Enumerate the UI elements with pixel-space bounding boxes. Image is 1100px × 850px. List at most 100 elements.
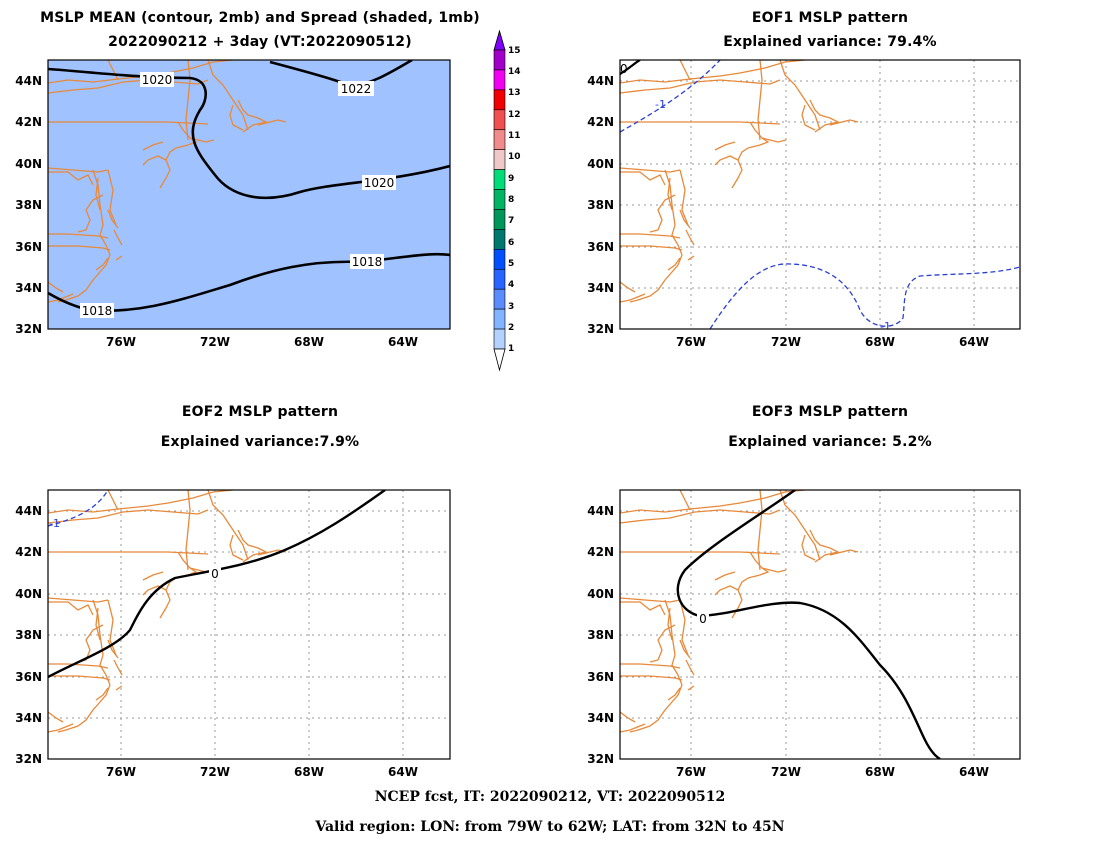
- lon-label: 72W: [200, 335, 230, 349]
- lon-label: 64W: [388, 335, 418, 349]
- lat-label: 40N: [15, 157, 42, 171]
- lon-label: 72W: [200, 765, 230, 779]
- eof2-panel: -1 0: [47, 489, 451, 760]
- eof3-contours: [676, 490, 941, 759]
- lon-label: 64W: [959, 765, 989, 779]
- lon-label: 76W: [676, 335, 706, 349]
- eof3-lon-labels: 76W 72W 68W 64W: [676, 765, 989, 779]
- colorbar-cell: [493, 89, 506, 111]
- eof1-variance: Explained variance: 79.4%: [723, 34, 937, 50]
- colorbar-cell: [493, 288, 506, 310]
- colorbar-cell: [493, 229, 506, 250]
- lat-label: 34N: [15, 281, 42, 295]
- eof3-lat-labels: 44N 42N 40N 38N 36N 34N 32N: [587, 504, 614, 766]
- colorbar-label: 8: [508, 195, 514, 205]
- lat-label: 44N: [15, 504, 42, 518]
- colorbar-label: 7: [508, 216, 514, 226]
- lat-label: 32N: [15, 322, 42, 336]
- eof2-contour-label: 0: [211, 567, 219, 581]
- colorbar-label: 15: [508, 46, 521, 56]
- lat-label: 36N: [587, 240, 614, 254]
- mean-contour-label: 1020: [364, 176, 395, 190]
- eof3-frame: [619, 489, 1021, 760]
- colorbar-label: 14: [508, 67, 521, 77]
- eof1-coastline: [620, 60, 859, 303]
- lat-label: 44N: [15, 74, 42, 88]
- colorbar-cell: [493, 308, 506, 330]
- lat-label: 36N: [587, 670, 614, 684]
- lat-label: 44N: [587, 74, 614, 88]
- spread-colorbar: 15 14 13 12 11 10 9 8 7 6 5 4 3 2 1: [493, 29, 521, 372]
- eof2-variance: Explained variance:7.9%: [160, 434, 360, 450]
- eof2-lon-labels: 76W 72W 68W 64W: [106, 765, 418, 779]
- colorbar-label: 4: [508, 280, 514, 290]
- lat-label: 36N: [15, 240, 42, 254]
- lat-label: 38N: [587, 198, 614, 212]
- colorbar-cell: [493, 109, 506, 131]
- eof2-lat-labels: 44N 42N 40N 38N 36N 34N 32N: [15, 504, 42, 766]
- lat-label: 32N: [587, 752, 614, 766]
- lon-label: 68W: [294, 335, 324, 349]
- lon-label: 68W: [294, 765, 324, 779]
- mean-contour-label: 1018: [82, 304, 113, 318]
- lat-label: 32N: [587, 322, 614, 336]
- eof2-gridlines: [48, 490, 450, 759]
- eof2-contours: [48, 490, 386, 679]
- lat-label: 38N: [587, 628, 614, 642]
- mean-contour-label: 1022: [341, 82, 372, 96]
- lon-label: 72W: [771, 765, 801, 779]
- colorbar-label: 6: [508, 238, 514, 248]
- lat-label: 42N: [587, 545, 614, 559]
- colorbar-cell: [493, 169, 506, 190]
- eof1-contours: [620, 60, 1020, 329]
- lat-label: 38N: [15, 198, 42, 212]
- eof2-contour-label: -1: [49, 517, 60, 530]
- eof1-title: EOF1 MSLP pattern: [751, 10, 909, 26]
- lon-label: 68W: [865, 765, 895, 779]
- mean-contour-label: 1020: [142, 73, 173, 87]
- eof3-title: EOF3 MSLP pattern: [751, 404, 909, 420]
- colorbar-label: 2: [508, 323, 514, 333]
- colorbar-labels: 15 14 13 12 11 10 9 8 7 6 5 4 3 2 1: [508, 46, 521, 354]
- colorbar-label: 13: [508, 88, 521, 98]
- colorbar-label: 1: [508, 344, 514, 354]
- lat-label: 42N: [587, 115, 614, 129]
- eof2-frame: [47, 489, 451, 760]
- colorbar-cell: [493, 129, 506, 150]
- colorbar-label: 5: [508, 259, 514, 269]
- colorbar-label: 3: [508, 302, 514, 312]
- eof3-contour-labels: 0: [697, 611, 709, 626]
- eof2-title: EOF2 MSLP pattern: [181, 404, 339, 420]
- eof2-coastline: [48, 490, 287, 733]
- lat-label: 40N: [587, 157, 614, 171]
- mean-map-fill: [48, 60, 450, 329]
- lon-label: 64W: [388, 765, 418, 779]
- colorbar-label: 12: [508, 110, 521, 120]
- lon-label: 68W: [865, 335, 895, 349]
- lat-label: 40N: [15, 587, 42, 601]
- eof1-contour-labels: 0 -1 -1: [620, 62, 891, 329]
- lat-label: 36N: [15, 670, 42, 684]
- lat-label: 38N: [15, 628, 42, 642]
- lat-label: 34N: [587, 281, 614, 295]
- colorbar-cell: [493, 189, 506, 210]
- mean-lat-labels: 44N 42N 40N 38N 36N 34N 32N: [15, 74, 42, 336]
- mean-title-line1: MSLP MEAN (contour, 2mb) and Spread (sha…: [40, 10, 480, 26]
- lat-label: 44N: [587, 504, 614, 518]
- colorbar-label: 10: [508, 152, 521, 162]
- lat-label: 34N: [15, 711, 42, 725]
- colorbar-cell: [493, 268, 506, 290]
- eof3-contour-label: 0: [699, 612, 707, 626]
- footer-forecast-info: NCEP fcst, IT: 2022090212, VT: 202209051…: [374, 789, 726, 805]
- colorbar-cell: [493, 69, 506, 91]
- lon-label: 72W: [771, 335, 801, 349]
- mean-lon-labels: 76W 72W 68W 64W: [106, 335, 418, 349]
- colorbar-label: 9: [508, 174, 514, 184]
- lon-label: 64W: [959, 335, 989, 349]
- colorbar-cell: [493, 328, 506, 350]
- mean-contour-labels: 1020 1022 1020 1018 1018: [80, 72, 396, 318]
- colorbar-cells: [493, 49, 506, 350]
- lon-label: 76W: [106, 765, 136, 779]
- mean-title-line2: 2022090212 + 3day (VT:2022090512): [108, 34, 412, 50]
